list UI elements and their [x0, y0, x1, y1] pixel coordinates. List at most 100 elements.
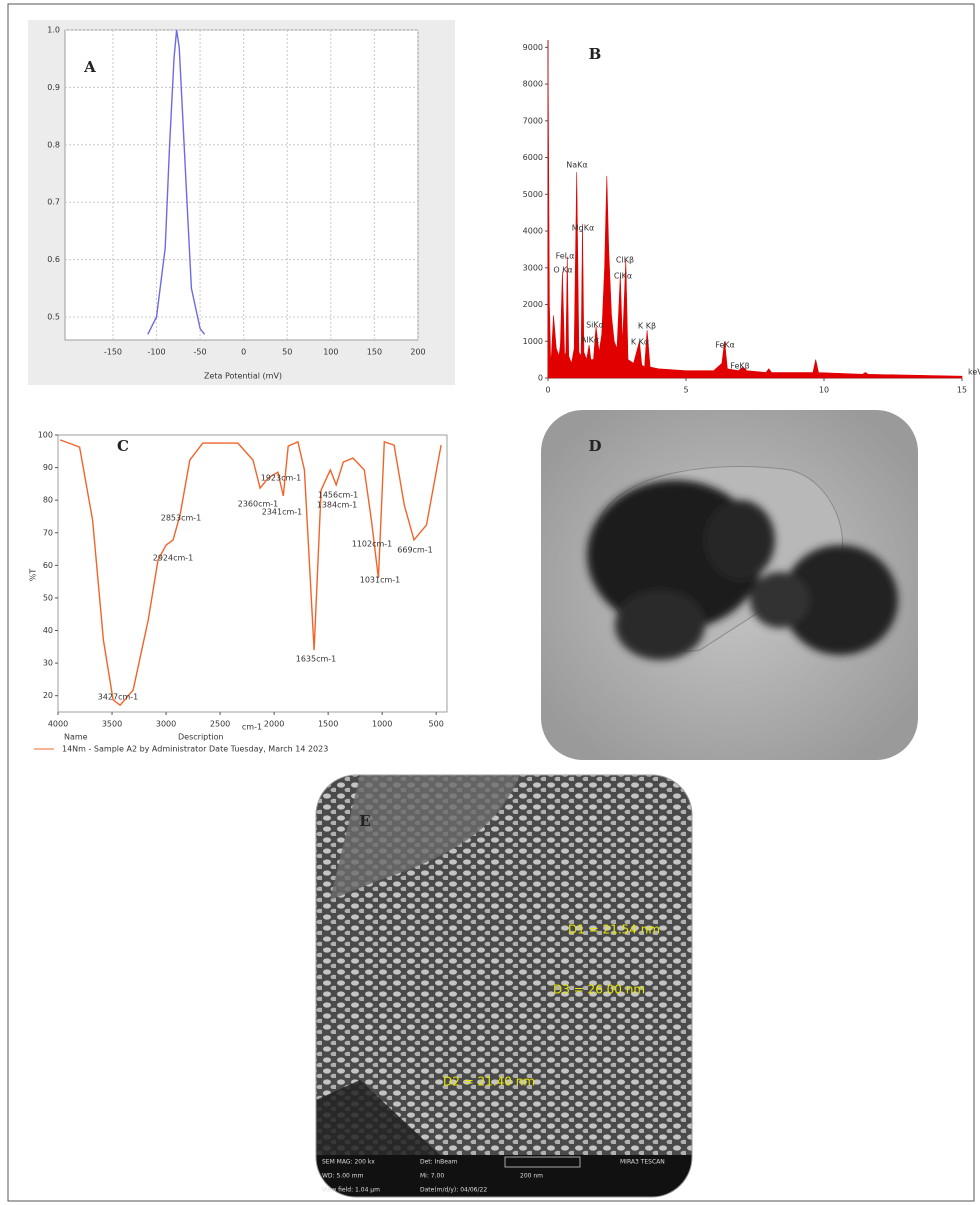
sem-info: Mi: 7.00 [420, 1173, 444, 1180]
y-tick-label: 0.5 [47, 313, 60, 322]
y-tick-label: 0.7 [47, 198, 60, 207]
table-header: Name [64, 733, 88, 742]
particle [705, 500, 775, 580]
wavenumber-label: 2853cm-1 [161, 514, 202, 523]
y-tick-label: 40 [43, 626, 53, 635]
y-tick-label: 1.0 [47, 26, 60, 35]
y-tick-label: 50 [43, 593, 53, 602]
x-tick-label: 0 [545, 386, 550, 395]
particle [750, 572, 810, 628]
y-tick-label: 100 [38, 431, 53, 440]
y-tick-label: 3000 [523, 263, 543, 272]
y-tick-label: 1000 [523, 337, 543, 346]
peak-label: SiKα [586, 321, 604, 330]
panel-letter: B [589, 45, 602, 63]
x-axis-label: cm-1 [242, 723, 262, 732]
x-tick-label: 5 [683, 386, 688, 395]
x-tick-label: 50 [282, 348, 292, 357]
sem-info: View field: 1.04 µm [322, 1187, 380, 1194]
peak-label: MgKα [572, 224, 595, 233]
peak-label: AlKα [581, 336, 599, 345]
x-tick-label: 100 [323, 348, 338, 357]
chart-A: 1.0 0.9 0.8 0.7 0.6 0.5 -150 -100 -50 0 50 100 150 20… [47, 26, 425, 381]
panel-letter: A [83, 58, 96, 76]
x-tick-label: 10 [819, 386, 829, 395]
particle [615, 590, 705, 660]
sem-info: 200 nm [520, 1173, 543, 1180]
y-tick-label: 30 [43, 659, 53, 668]
x-tick-label: 3500 [102, 720, 122, 729]
scale-bar-frame [504, 1156, 581, 1168]
y-tick-label: 5000 [523, 190, 543, 199]
wavenumber-label: 669cm-1 [397, 546, 432, 555]
size-annotation: D3 = 26.00 nm [553, 983, 645, 997]
y-tick-label: 4000 [523, 227, 543, 236]
wavenumber-label: 2360cm-1 [238, 500, 279, 509]
sem-info: WD: 5.00 mm [322, 1173, 364, 1180]
y-tick-label: 0.9 [47, 83, 60, 92]
panel-letter: E [359, 812, 370, 830]
chart-B: 0 1000 2000 3000 4000 5000 6000 7000 8000 9000 0 5 1… [523, 39, 980, 395]
sem-info: Date(m/d/y): 04/06/22 [420, 1187, 487, 1194]
sem-edge [316, 1080, 440, 1155]
x-tick-label: 2500 [210, 720, 230, 729]
y-tick-label: 60 [43, 561, 53, 570]
y-tick-label: 20 [43, 691, 53, 700]
particle [782, 545, 898, 655]
x-tick-label: 0 [241, 348, 246, 357]
y-tick-label: 7000 [523, 116, 543, 125]
sem-footer [316, 1155, 692, 1197]
y-tick-label: 0.8 [47, 140, 60, 149]
wavenumber-label: 1456cm-1 [318, 491, 359, 500]
data-line [147, 29, 206, 335]
x-axis-label: Zeta Potential (mV) [204, 372, 282, 381]
plot-frame [64, 29, 419, 341]
x-tick-label: 15 [957, 386, 967, 395]
y-tick-label: 9000 [523, 43, 543, 52]
tem-particles [587, 480, 898, 660]
wavenumber-label: 2341cm-1 [262, 508, 303, 517]
x-tick-label: 200 [410, 348, 425, 357]
wavenumber-label: 3427cm-1 [98, 693, 139, 702]
y-tick-label: 2000 [523, 300, 543, 309]
sem-info: MIRA3 TESCAN [620, 1159, 665, 1166]
x-tick-label: -150 [104, 348, 122, 357]
peak-label: K Kα [631, 338, 649, 347]
panel-letter: D [588, 437, 601, 455]
peak-label: FeKβ [730, 362, 749, 371]
y-tick-label: 90 [43, 463, 53, 472]
peak-label: FeKα [715, 341, 735, 350]
plot-frame [57, 434, 448, 713]
y-tick-label: 8000 [523, 80, 543, 89]
peak-label: K Kβ [638, 322, 656, 331]
y-tick-label: 80 [43, 496, 53, 505]
x-tick-label: 3000 [156, 720, 176, 729]
peak-label: FeLα [556, 252, 575, 261]
sem-info: SEM MAG: 200 kx [322, 1159, 375, 1166]
chart-C: 20 30 40 50 60 70 80 90 100 4000 3500 3000 2500 2000 1… [29, 431, 448, 754]
wavenumber-label: 1923cm-1 [261, 474, 302, 483]
y-tick-label: 0.6 [47, 255, 60, 264]
table-header: Description [178, 733, 224, 742]
wavenumber-label: 1384cm-1 [317, 501, 358, 510]
y-tick-label: 0 [538, 374, 543, 383]
x-tick-label: -100 [147, 348, 165, 357]
wavenumber-label: 2924cm-1 [153, 554, 194, 563]
wavenumber-label: 1102cm-1 [352, 540, 393, 549]
tem-image: D [541, 410, 918, 760]
data-line [59, 439, 442, 707]
wavenumber-label: 1031cm-1 [360, 576, 401, 585]
peak-label: ClKα [614, 272, 632, 281]
sem-info: Det: InBeam [420, 1159, 458, 1166]
x-tick-label: -50 [194, 348, 207, 357]
x-tick-label: 500 [429, 720, 444, 729]
spectrum-area [547, 39, 963, 379]
panel-letter: C [117, 437, 129, 455]
legend-text: 14Nm - Sample A2 by Administrator Date T… [62, 745, 328, 754]
wavenumber-label: 1635cm-1 [296, 655, 337, 664]
x-tick-label: 1000 [372, 720, 392, 729]
y-axis-label: %T [29, 569, 38, 582]
x-tick-label: 1500 [318, 720, 338, 729]
x-tick-label: 4000 [48, 720, 68, 729]
